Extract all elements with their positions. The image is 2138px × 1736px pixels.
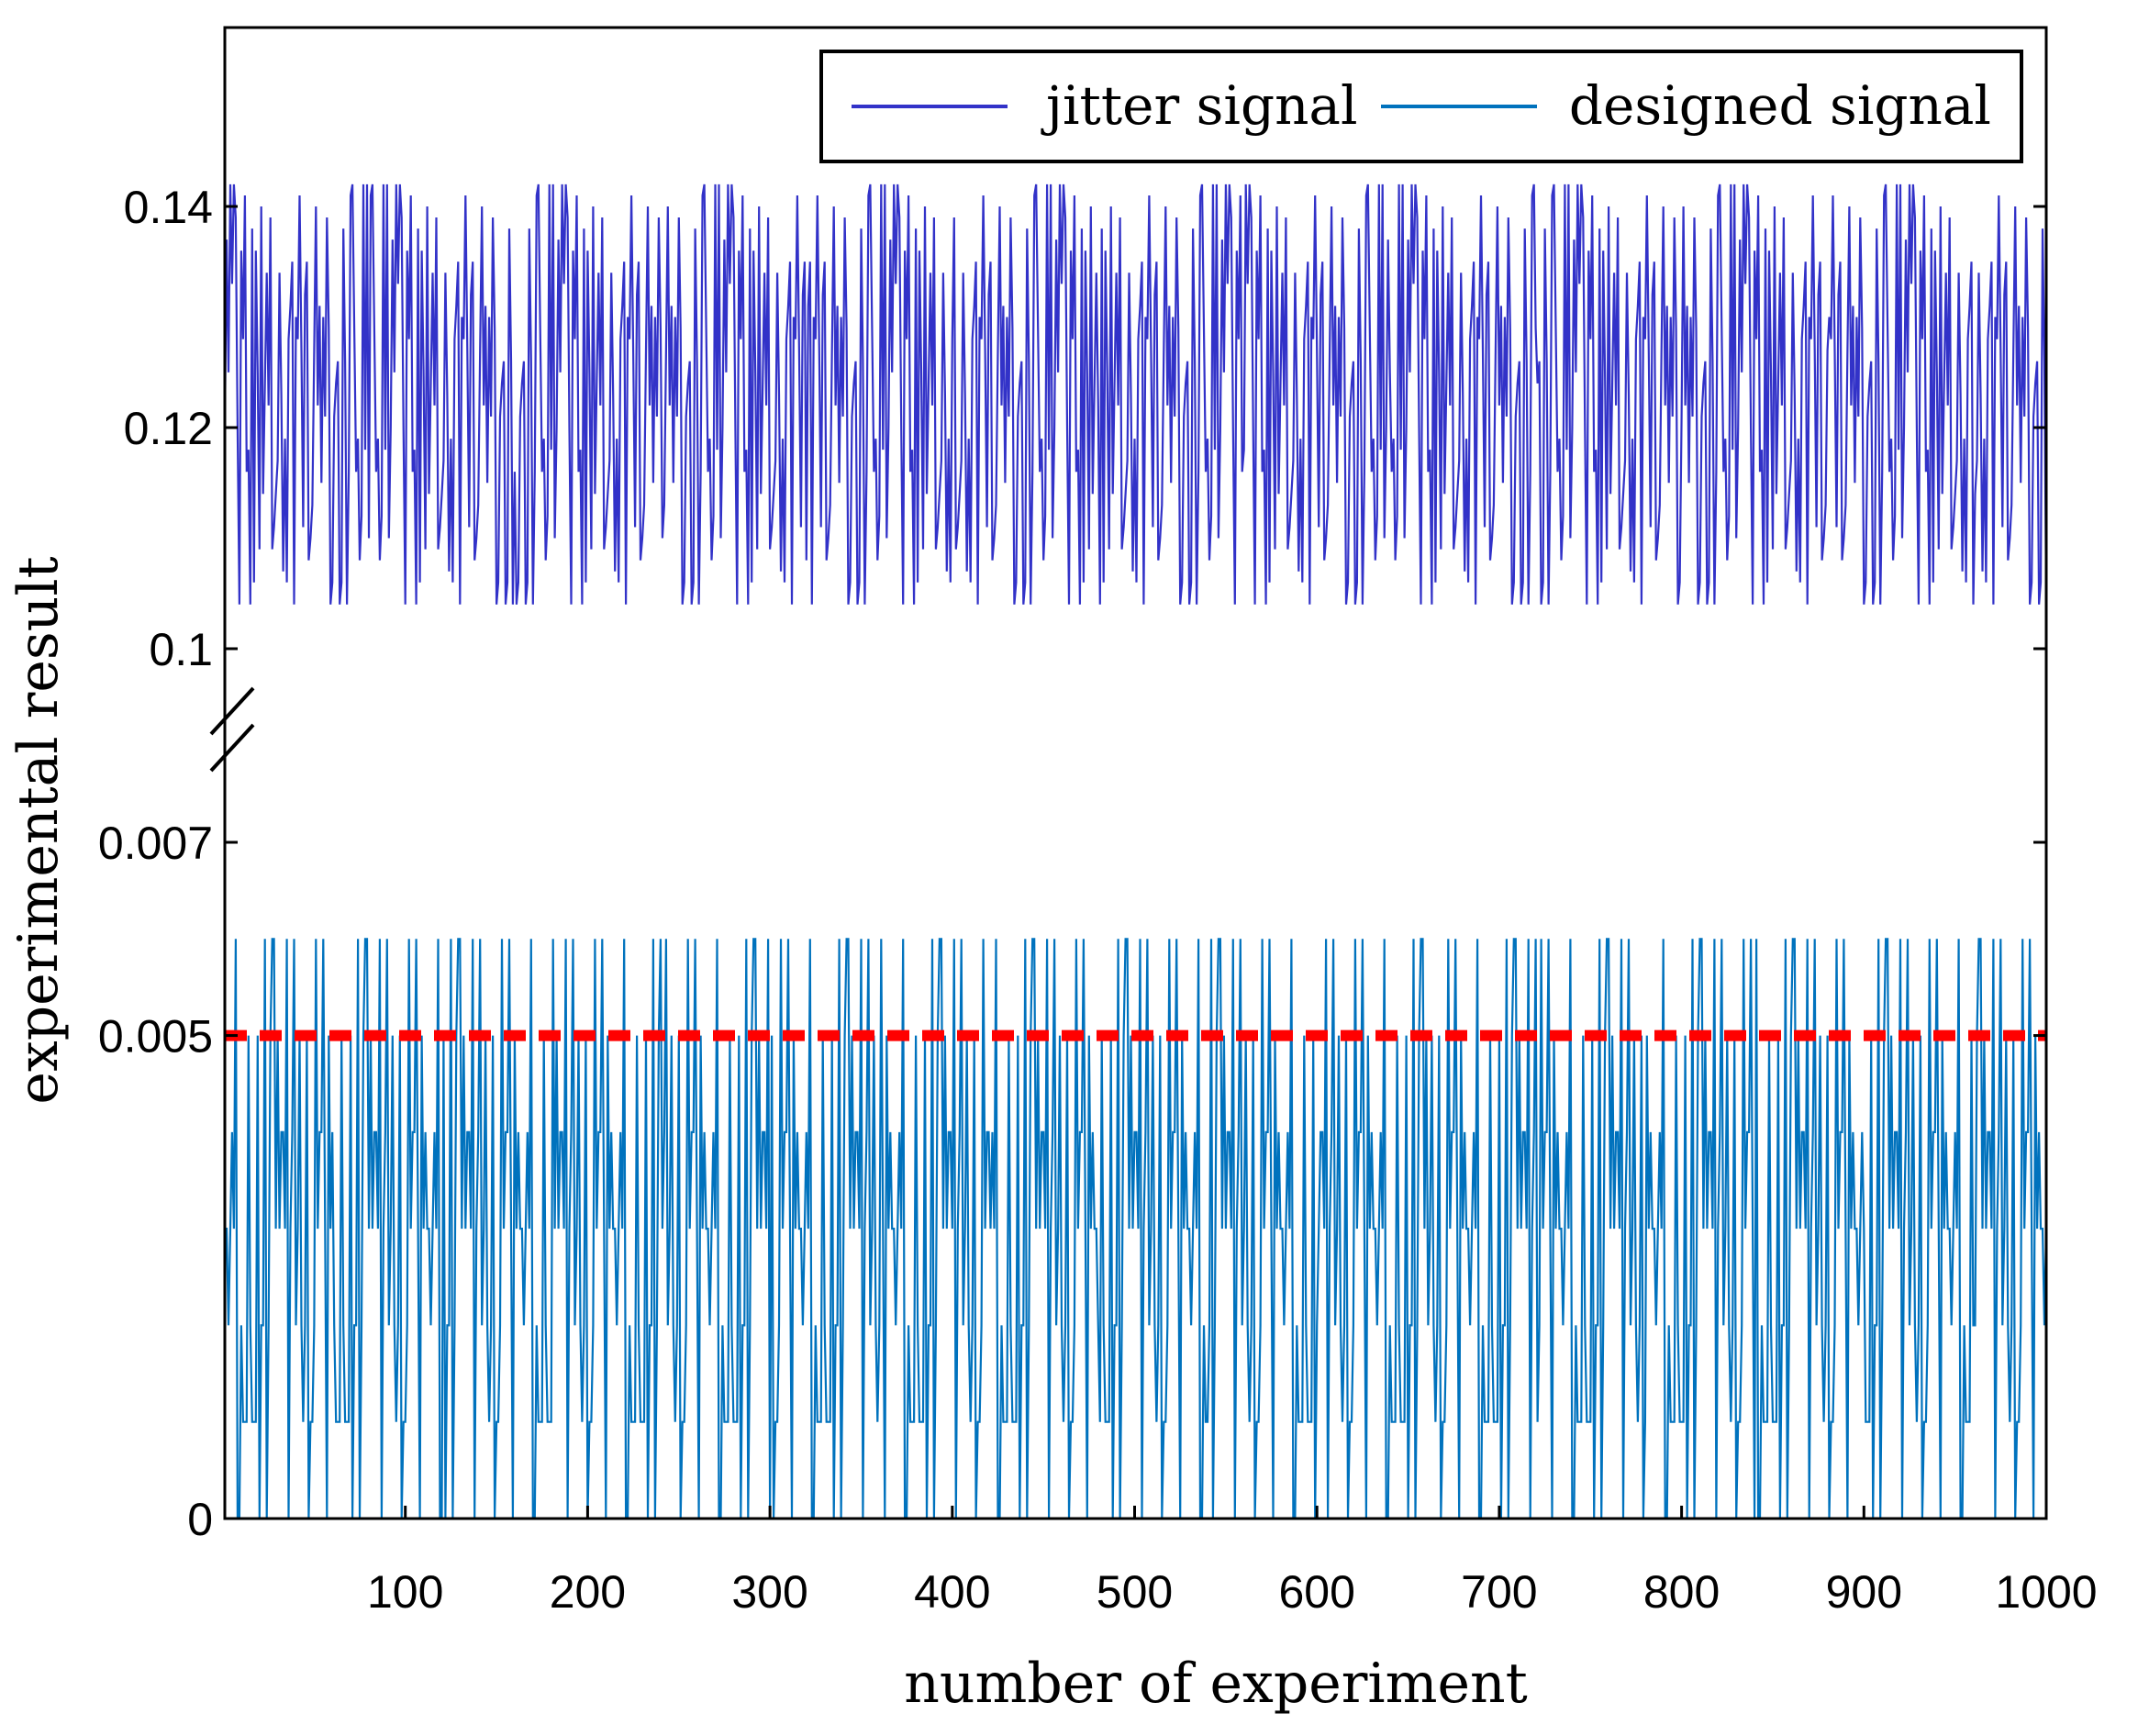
jitter-signal-line [223, 184, 2048, 605]
axis-ticks [225, 205, 2048, 1520]
y-tick-label-0.1: 0.1 [149, 624, 213, 675]
x-tick-label-200: 200 [550, 1566, 626, 1618]
y-tick-label-0.007: 0.007 [98, 818, 213, 869]
designed-signal-series [225, 938, 2048, 1520]
legend: jitter signal designed signal [819, 50, 2023, 163]
axis-break-marker [209, 686, 255, 773]
y-axis-title: experimental result [6, 556, 71, 1104]
legend-designed-signal-label: designed signal [1569, 74, 1991, 137]
y-tick-label-0: 0 [187, 1494, 213, 1545]
x-tick-label-900: 900 [1826, 1566, 1902, 1618]
axis-tick-labels: 100 200 300 400 500 600 700 800 900 1000 0 0.005 0.0… [98, 182, 2098, 1618]
x-tick-label-300: 300 [731, 1566, 807, 1618]
legend-jitter-signal-label: jitter signal [1041, 74, 1358, 137]
x-tick-label-600: 600 [1278, 1566, 1354, 1618]
y-tick-label-0.005: 0.005 [98, 1011, 213, 1063]
x-tick-label-700: 700 [1461, 1566, 1537, 1618]
x-tick-label-1000: 1000 [1995, 1566, 2097, 1618]
x-tick-label-100: 100 [367, 1566, 443, 1618]
x-tick-label-400: 400 [914, 1566, 990, 1618]
y-tick-label-0.14: 0.14 [124, 182, 213, 233]
y-tick-label-0.12: 0.12 [124, 403, 213, 454]
x-tick-label-500: 500 [1097, 1566, 1173, 1618]
jitter-signal-series [223, 184, 2048, 605]
x-axis-title: number of experiment [904, 1652, 1528, 1716]
designed-signal-line [225, 938, 2048, 1520]
x-tick-label-800: 800 [1643, 1566, 1720, 1618]
